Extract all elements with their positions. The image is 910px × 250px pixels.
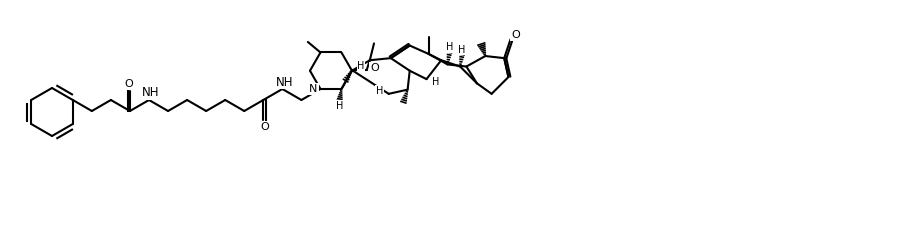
Text: O: O xyxy=(370,63,379,73)
Text: O: O xyxy=(125,79,134,89)
Text: O: O xyxy=(511,30,520,40)
Text: H: H xyxy=(358,61,365,71)
Text: H: H xyxy=(459,44,466,54)
Text: H: H xyxy=(336,101,343,111)
Text: N: N xyxy=(309,84,318,94)
Text: H: H xyxy=(446,42,453,52)
Text: O: O xyxy=(260,122,268,132)
Text: NH: NH xyxy=(142,86,160,100)
Text: H: H xyxy=(432,77,440,87)
Text: H: H xyxy=(376,86,383,96)
Text: NH: NH xyxy=(276,76,293,88)
